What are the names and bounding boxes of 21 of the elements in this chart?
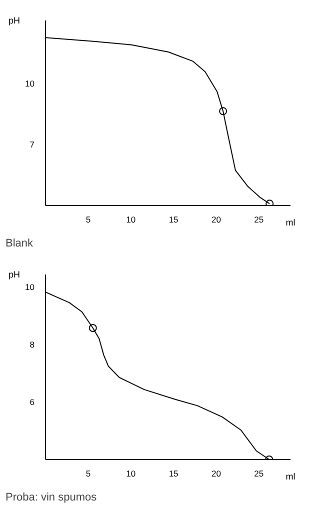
x-tick-label: 5 [86, 468, 91, 478]
y-tick-label: 7 [30, 140, 35, 150]
y-tick-label: 8 [30, 339, 35, 350]
x-tick-label: 25 [254, 468, 264, 478]
x-tick-label: 20 [212, 214, 222, 224]
x-tick-label: 10 [126, 468, 136, 478]
x-tick-label: 10 [126, 214, 136, 224]
text: Blank [6, 238, 34, 250]
x-axis-title: ml [286, 472, 296, 482]
x-tick-label: 15 [168, 214, 179, 224]
y-axis-title: pH [8, 16, 20, 26]
x-tick-label: 25 [254, 214, 264, 224]
y-tick-label: 10 [25, 78, 35, 89]
text: Proba: vin spumos [6, 492, 98, 504]
y-tick-label: 10 [25, 282, 35, 292]
x-axis-title: ml [286, 218, 296, 228]
x-tick-label: 20 [212, 468, 222, 478]
y-axis-title: pH [8, 270, 20, 280]
y-tick-label: 6 [30, 396, 35, 407]
x-tick-label: 5 [86, 214, 91, 224]
x-tick-label: 15 [168, 468, 179, 478]
